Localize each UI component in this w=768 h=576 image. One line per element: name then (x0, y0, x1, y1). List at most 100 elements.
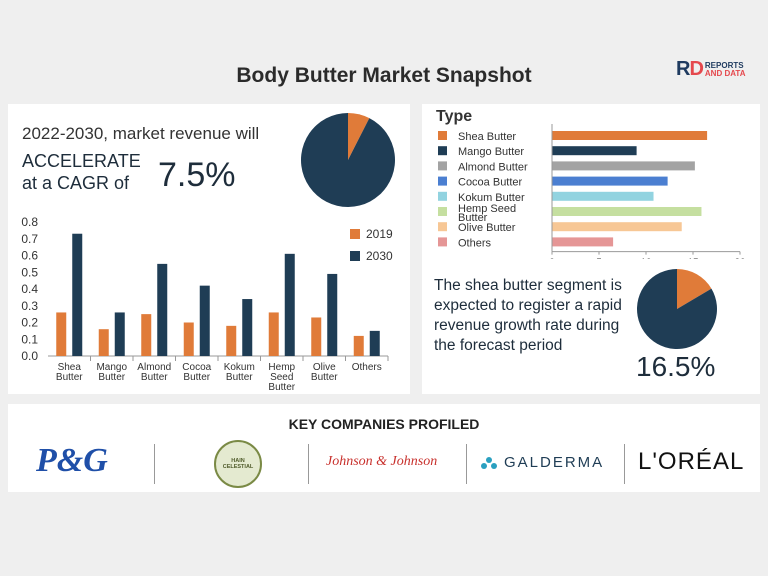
bar-2030-6 (327, 273, 338, 356)
cagr-pie-chart (301, 113, 395, 207)
legend-swatch-2019 (350, 229, 360, 239)
y-tick-label: 0.7 (21, 232, 38, 246)
x-tick-label: 0 (549, 258, 555, 259)
hbar-1 (552, 146, 637, 156)
bar-2030-1 (114, 312, 125, 356)
key-companies-title: KEY COMPANIES PROFILED (288, 416, 480, 432)
legend-label-0: Shea Butter (458, 131, 516, 143)
x-tick-label: Butter (183, 372, 210, 383)
bar-2030-7 (369, 330, 380, 356)
bar-2019-1 (98, 329, 109, 356)
legend-label-4: Kokum Butter (458, 192, 525, 204)
legend-label-3: Cocoa Butter (458, 177, 523, 189)
legend-label-6: Olive Butter (458, 222, 516, 234)
type-title: Type (436, 108, 473, 125)
revenue-bar-chart: 0.00.10.20.30.40.50.60.70.8SheaButterMan… (21, 215, 393, 393)
hbar-4 (552, 191, 654, 201)
y-tick-label: 0.1 (21, 332, 38, 346)
bar-2019-4 (226, 325, 237, 356)
legend-label-2: Almond Butter (458, 161, 528, 173)
pie-slice-1 (637, 269, 717, 349)
segment-share: 16.5% (636, 351, 716, 382)
cagr-statement: ACCELERATE at a CAGR of (22, 150, 141, 194)
legend-swatch-2030 (350, 251, 360, 261)
y-tick-label: 0.0 (21, 349, 38, 363)
hbar-0 (552, 131, 708, 140)
page-title: Body Butter Market Snapshot (236, 64, 532, 87)
legend-swatch-4 (438, 191, 447, 201)
cagr-value: 7.5% (158, 156, 236, 194)
x-tick-label: 5 (596, 258, 602, 259)
accelerate-text: ACCELERATE (22, 151, 141, 171)
x-tick-label: Hemp (268, 362, 295, 373)
galderma-label: GALDERMA (504, 454, 605, 471)
x-tick-label: Butter (226, 372, 253, 383)
bar-2019-7 (353, 335, 364, 356)
x-tick-label: Shea (58, 362, 82, 373)
x-tick-label: Cocoa (182, 362, 211, 373)
legend-swatch-7 (438, 237, 447, 247)
bar-2030-5 (284, 253, 295, 356)
bar-2019-2 (141, 314, 152, 356)
hbar-5 (552, 207, 702, 216)
type-bar-chart: Shea Butter Mango Butter Almond Butter Coco… (438, 124, 746, 259)
x-tick-label: Butter (268, 382, 295, 393)
company-logo-loreal: L'ORÉAL (638, 448, 745, 475)
key-companies-panel: KEY COMPANIES PROFILED P&G HAIN CELESTIA… (8, 404, 760, 492)
y-tick-label: 0.3 (21, 299, 38, 313)
legend-label-2030: 2030 (366, 249, 393, 263)
bar-2019-0 (56, 312, 67, 356)
x-tick-label: 15 (687, 258, 699, 259)
x-tick-label: Butter (141, 372, 168, 383)
legend-label-7: Others (458, 237, 492, 249)
legend-label-5: Hemp Seed (458, 203, 516, 215)
company-logo-hain-celestial: HAIN CELESTIAL (214, 440, 262, 488)
bar-2030-0 (72, 233, 83, 356)
legend-swatch-1 (438, 146, 447, 156)
hbar-2 (552, 161, 695, 171)
y-tick-label: 0.5 (21, 265, 38, 279)
company-logo-galderma: GALDERMA (480, 454, 604, 471)
legend-swatch-6 (438, 222, 447, 232)
reports-and-data-logo: RD REPORTS AND DATA (676, 58, 746, 81)
x-tick-label: 20 (734, 258, 746, 259)
bar-2019-3 (183, 322, 194, 356)
headline-text: 2022-2030, market revenue will (22, 124, 260, 143)
logo-line2: AND DATA (704, 68, 746, 78)
y-tick-label: 0.8 (21, 215, 38, 229)
legend-swatch-3 (438, 176, 447, 186)
segment-pie-chart (637, 269, 717, 349)
hbar-7 (552, 237, 614, 247)
logo-line1: REPORTS (704, 60, 744, 70)
legend-swatch-2 (438, 161, 447, 171)
legend-label-5-cont: Butter (458, 212, 488, 224)
cagr-prefix: at a CAGR of (22, 173, 130, 193)
x-tick-label: Butter (56, 372, 83, 383)
x-tick-label: Kokum (224, 362, 255, 373)
logo-mark: RD (676, 58, 704, 80)
x-tick-label: Olive (313, 362, 336, 373)
x-tick-label: Butter (311, 372, 338, 383)
company-logo-johnson-johnson: Johnson & Johnson (326, 454, 438, 469)
y-tick-label: 0.2 (21, 316, 38, 330)
legend-label-2019: 2019 (366, 227, 393, 241)
hbar-6 (552, 222, 682, 232)
y-tick-label: 0.4 (21, 282, 38, 296)
bar-2019-6 (311, 317, 322, 356)
company-logo-pg: P&G (36, 442, 108, 479)
hbar-3 (552, 176, 668, 186)
x-tick-label: 10 (640, 258, 652, 259)
x-tick-label: Seed (270, 372, 293, 383)
legend-swatch-5 (438, 207, 447, 216)
pie-slice-1 (301, 113, 395, 207)
bar-2030-3 (199, 285, 210, 356)
x-tick-label: Butter (98, 372, 125, 383)
segment-note: The shea butter segment is expected to r… (434, 277, 622, 354)
x-tick-label: Others (352, 362, 382, 373)
y-tick-label: 0.6 (21, 249, 38, 263)
x-tick-label: Mango (96, 362, 127, 373)
bar-2030-2 (157, 263, 168, 356)
legend-swatch-0 (438, 131, 447, 140)
bar-2030-4 (242, 299, 253, 356)
bar-2019-5 (268, 312, 279, 356)
